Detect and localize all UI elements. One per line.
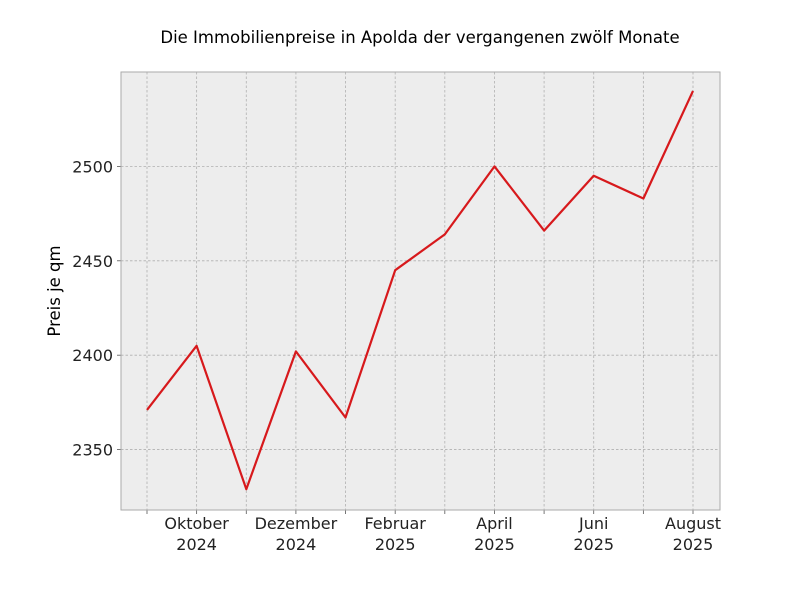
plot-frame <box>120 71 721 511</box>
x-tick-labels: Oktober 2024 Dezember 2024 Februar 2025 April 2… <box>164 514 721 554</box>
y-tick-label: 2500 <box>72 157 113 176</box>
series-layer <box>146 90 694 491</box>
x-tick-label-month: Dezember <box>255 514 338 533</box>
x-tick-label-month: April <box>476 514 513 533</box>
series-line <box>146 90 694 491</box>
y-axis-label: Preis je qm <box>45 245 64 336</box>
grid-lines <box>121 72 720 510</box>
y-tick-label: 2350 <box>72 441 113 460</box>
plot-area <box>121 72 720 510</box>
y-tick-label: 2450 <box>72 252 113 271</box>
chart-title: Die Immobilienpreise in Apolda der verga… <box>160 28 679 47</box>
y-tick-labels: 2350 2400 2450 2500 <box>72 157 113 459</box>
x-tick-label-month: Oktober <box>164 514 229 533</box>
y-tick-label: 2400 <box>72 346 113 365</box>
x-tick-label-year: 2025 <box>474 535 515 554</box>
x-tick-label-month: Juni <box>578 514 608 533</box>
x-tick-label-year: 2024 <box>176 535 217 554</box>
axis-ticks <box>117 165 694 514</box>
x-tick-label-year: 2024 <box>276 535 317 554</box>
x-tick-label-year: 2025 <box>375 535 416 554</box>
x-tick-label-year: 2025 <box>573 535 614 554</box>
x-tick-label-month: Februar <box>364 514 426 533</box>
x-tick-label-month: August <box>665 514 721 533</box>
x-tick-label-year: 2025 <box>673 535 714 554</box>
